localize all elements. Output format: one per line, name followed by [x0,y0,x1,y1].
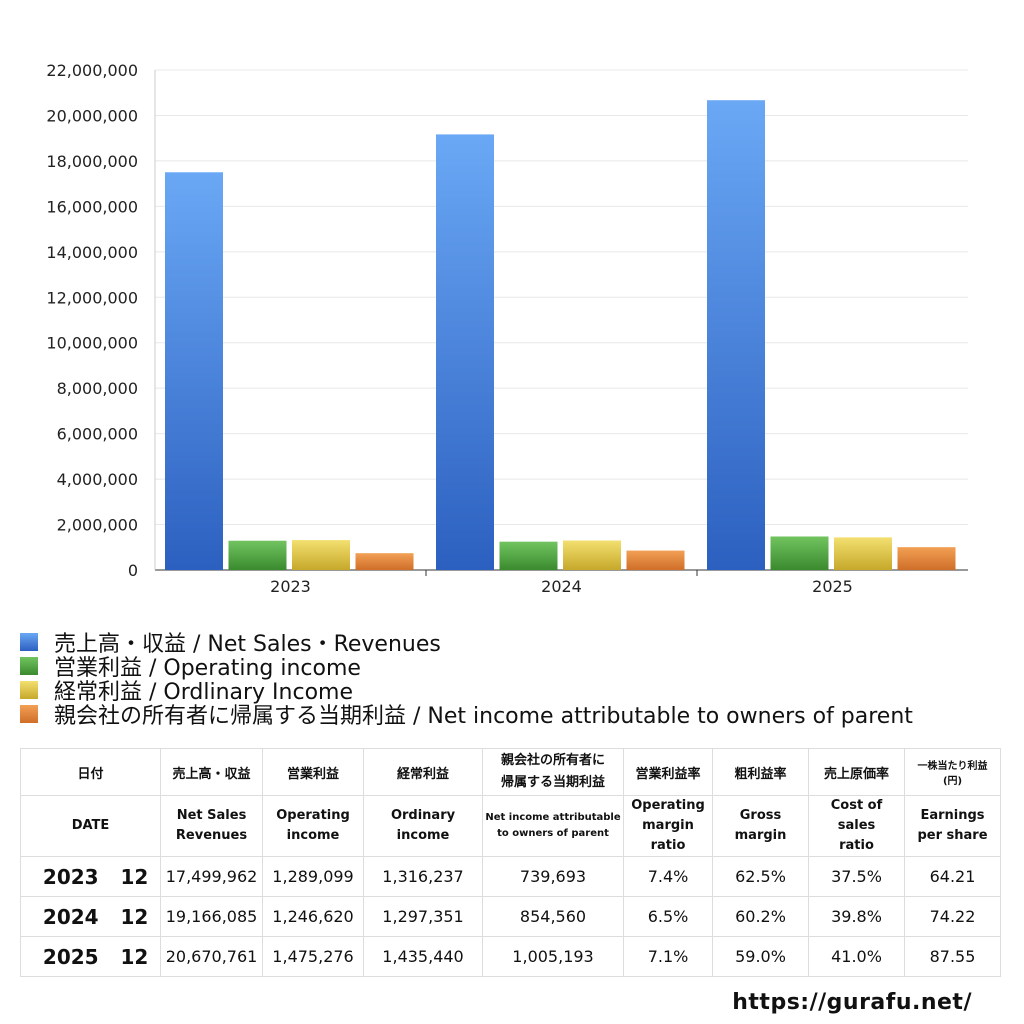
legend-label: 売上高・収益 / Net Sales・Revenues [54,632,441,657]
table-cell: 60.2% [712,896,810,937]
y-tick-label: 20,000,000 [46,106,138,125]
table-cell: 1,005,193 [482,936,625,977]
header-cell: 売上高・収益 [160,748,264,796]
financial-table: 日付 売上高・収益 営業利益 経常利益 親会社の所有者に帰属する当期利益 営業利… [19,748,1002,977]
table-cell: 2024 [20,896,121,937]
header-cell: 営業利益率 [623,748,714,796]
y-tick-label: 4,000,000 [57,470,138,489]
header-cell: 一株当たり利益(円) [904,748,1002,796]
header-cell: 粗利益率 [712,748,810,796]
table-cell: 1,297,351 [363,896,484,937]
header-cell: Cost of sales ratio [808,795,906,857]
bar-2023-series-0 [165,172,223,570]
table-cell: 62.5% [712,856,810,897]
table-cell: 1,289,099 [262,856,365,897]
legend-swatch [20,657,38,675]
legend-label: 経常利益 / Ordlinary Income [54,680,353,705]
header-cell: Net income attributable to owners of par… [482,795,625,857]
bar-2025-series-0 [707,100,765,571]
table-cell: 74.22 [904,896,1002,937]
bar-2025-series-3 [897,547,956,570]
table-cell: 2023 [20,856,121,897]
site-url[interactable]: https://gurafu.net/ [732,990,972,1015]
table-cell: 41.0% [808,936,906,977]
bar-2024-series-3 [626,550,685,570]
y-tick-label: 6,000,000 [57,425,138,444]
table-cell: 12 [120,936,162,977]
header-cell: 売上原価率 [808,748,906,796]
header-cell: Operating margin ratio [623,795,714,857]
header-row-jp: 日付 売上高・収益 営業利益 経常利益 親会社の所有者に帰属する当期利益 営業利… [19,748,1002,796]
table-cell: 39.8% [808,896,906,937]
bar-2025-series-2 [834,537,892,570]
y-tick-label: 12,000,000 [46,288,138,307]
y-tick-label: 8,000,000 [57,379,138,398]
header-cell: 親会社の所有者に帰属する当期利益 [482,748,625,796]
legend-swatch [20,681,38,699]
x-tick-label: 2024 [541,577,582,596]
bar-2023-series-2 [292,540,350,570]
y-tick-label: 14,000,000 [46,243,138,262]
y-tick-label: 2,000,000 [57,516,138,535]
table-cell: 20,670,761 [160,936,264,977]
table-cell: 1,475,276 [262,936,365,977]
header-cell: Net Sales Revenues [160,795,264,857]
table-cell: 12 [120,896,162,937]
table-cell: 1,316,237 [363,856,484,897]
table-cell: 37.5% [808,856,906,897]
table-cell: 7.4% [623,856,714,897]
table-cell: 2025 [20,936,121,977]
header-cell: 日付 [19,748,162,796]
header-cell: DATE [19,795,162,857]
table-row: 2023 12 17,499,962 1,289,099 1,316,237 739,69… [20,856,1002,897]
header-cell: 経常利益 [363,748,484,796]
bar-2024-series-1 [499,541,558,570]
table-cell: 19,166,085 [160,896,264,937]
table-row: 2025 12 20,670,761 1,475,276 1,435,440 1,005,… [20,936,1002,977]
header-cell: Operating income [262,795,365,857]
legend-swatch [20,633,38,651]
bar-2024-series-2 [563,540,621,570]
table-cell: 7.1% [623,936,714,977]
legend: 売上高・収益 / Net Sales・Revenues 営業利益 / Opera… [20,630,913,729]
legend-label: 親会社の所有者に帰属する当期利益 / Net income attributab… [54,704,913,729]
y-tick-label: 10,000,000 [46,334,138,353]
table-cell: 6.5% [623,896,714,937]
table-row: 2024 12 19,166,085 1,246,620 1,297,351 854,56… [20,896,1002,937]
header-row-en: DATE Net Sales Revenues Operating income… [19,795,1002,857]
table-cell: 87.55 [904,936,1002,977]
bar-chart: 0 2,000,000 4,000,000 6,000,000 8,000,000 10,… [46,61,968,596]
table-cell: 1,246,620 [262,896,365,937]
legend-item: 経常利益 / Ordlinary Income [20,678,913,705]
y-tick-label: 0 [128,561,138,580]
table-cell: 17,499,962 [160,856,264,897]
table-cell: 739,693 [482,856,625,897]
table-cell: 854,560 [482,896,625,937]
table-cell: 64.21 [904,856,1002,897]
table-cell: 1,435,440 [363,936,484,977]
header-cell: 営業利益 [262,748,365,796]
y-tick-label: 22,000,000 [46,61,138,80]
header-cell: Gross margin [712,795,810,857]
y-tick-label: 18,000,000 [46,152,138,171]
legend-label: 営業利益 / Operating income [54,656,361,681]
bar-2025-series-1 [770,536,829,570]
legend-item: 売上高・収益 / Net Sales・Revenues [20,630,913,657]
x-tick-label: 2025 [812,577,853,596]
header-cell: Ordinary income [363,795,484,857]
bar-2024-series-0 [436,134,494,570]
bar-2023-series-3 [355,553,414,570]
table-cell: 59.0% [712,936,810,977]
legend-swatch [20,705,38,723]
table-cell: 12 [120,856,162,897]
x-tick-label: 2023 [270,577,311,596]
legend-item: 親会社の所有者に帰属する当期利益 / Net income attributab… [20,702,913,729]
legend-item: 営業利益 / Operating income [20,654,913,681]
header-cell: Earnings per share [904,795,1002,857]
bar-2023-series-1 [228,540,287,570]
y-tick-label: 16,000,000 [46,197,138,216]
